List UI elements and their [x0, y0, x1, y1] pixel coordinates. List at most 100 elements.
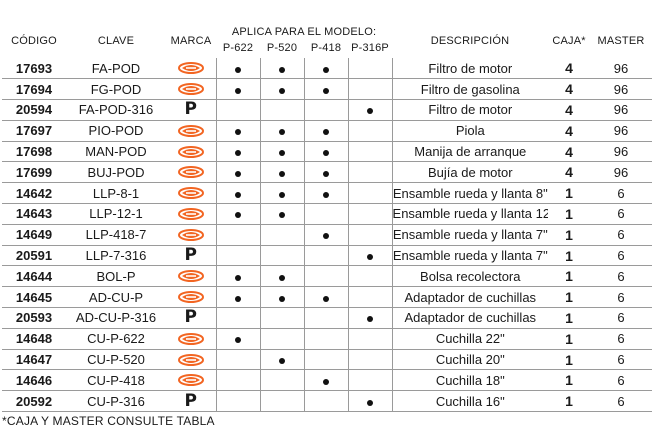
clave-cell: BOL-P [66, 265, 166, 288]
model-cell [347, 245, 393, 267]
bullet-icon [235, 87, 241, 94]
marca-cell [166, 161, 216, 184]
truper-logo-icon [177, 332, 205, 348]
marca-cell [166, 58, 216, 80]
clave-cell: CU-P-520 [66, 349, 166, 371]
model-cell [259, 286, 304, 309]
codigo-cell: 14647 [2, 349, 66, 371]
clave-cell: CU-P-316 [66, 390, 166, 413]
model-cell [259, 182, 304, 205]
bullet-icon [279, 295, 285, 302]
header-marca: MARCA [170, 35, 212, 47]
model-cell [347, 78, 393, 101]
header-aplica: APLICA PARA EL MODELO: [231, 26, 377, 38]
marca-cell: P [166, 99, 216, 121]
bullet-icon [279, 66, 285, 73]
codigo-cell: 20594 [2, 99, 66, 121]
codigo-cell: 14649 [2, 224, 66, 246]
bullet-icon [279, 274, 285, 281]
clave-cell: PIO-POD [66, 120, 166, 142]
descripcion-cell: Adaptador de cuchillas [392, 307, 549, 329]
caja-cell: 1 [548, 390, 591, 413]
table-row: 17697 PIO-POD Piola 4 96 [2, 120, 653, 142]
model-cell [215, 182, 260, 205]
model-cell [303, 390, 348, 413]
descripcion-cell: Adaptador de cuchillas [392, 286, 549, 309]
model-cell [259, 349, 304, 371]
master-cell: 96 [590, 78, 653, 101]
bullet-icon [323, 191, 329, 198]
caja-cell: 4 [548, 99, 591, 121]
model-cell [347, 369, 393, 392]
pretul-logo-icon: P [184, 245, 197, 266]
bullet-icon [279, 150, 285, 157]
marca-cell [166, 349, 216, 371]
master-cell: 6 [590, 307, 653, 329]
clave-cell: LLP-8-1 [66, 182, 166, 205]
codigo-cell: 20591 [2, 245, 66, 267]
descripcion-cell: Cuchilla 20" [392, 349, 549, 371]
model-cell [347, 224, 393, 246]
header-model-p418: P-418 [310, 42, 342, 54]
bullet-icon [323, 170, 329, 177]
model-cell [303, 307, 348, 329]
model-cell [215, 286, 260, 309]
model-cell [215, 307, 260, 329]
caja-cell: 1 [548, 307, 591, 329]
bullet-icon [235, 274, 241, 281]
caja-cell: 1 [548, 286, 591, 309]
header-caja: CAJA* [552, 35, 586, 47]
truper-logo-icon [177, 291, 205, 306]
model-cell [215, 161, 260, 184]
codigo-cell: 17694 [2, 78, 66, 101]
clave-cell: AD-CU-P [66, 286, 166, 309]
model-cell [303, 224, 348, 246]
clave-cell: LLP-7-316 [66, 245, 166, 267]
bullet-icon [235, 191, 241, 198]
descripcion-cell: Filtro de motor [392, 58, 549, 80]
bullet-icon [323, 87, 329, 94]
marca-cell: P [166, 390, 216, 413]
truper-logo-icon [177, 270, 205, 285]
table-row: 14642 LLP-8-1 Ensamble rueda y llanta 8" 1 6 [2, 182, 653, 205]
marca-cell: P [166, 307, 216, 329]
pretul-logo-icon: P [184, 307, 197, 328]
master-cell: 96 [590, 120, 653, 142]
table-row: 17698 MAN-POD Manija de arranque 4 96 [2, 141, 653, 163]
marca-cell [166, 286, 216, 309]
master-cell: 6 [590, 182, 653, 205]
bullet-icon [235, 337, 241, 344]
model-cell [215, 224, 260, 246]
caja-cell: 1 [548, 224, 591, 246]
master-cell: 6 [590, 369, 653, 392]
model-cell [303, 182, 348, 205]
table-row: 14647 CU-P-520 Cuchilla 20" 1 6 [2, 349, 653, 371]
table-row: 20591 LLP-7-316 P Ensamble rueda y llanta 7… [2, 245, 653, 267]
table-body: 17693 FA-POD Filtro de motor 4 96 17694 FG-POD… [2, 58, 653, 413]
marca-cell [166, 182, 216, 205]
model-cell [259, 265, 304, 288]
truper-logo-icon [177, 62, 205, 78]
header-model-p316p: P-316P [351, 42, 389, 54]
caja-cell: 4 [548, 120, 591, 142]
codigo-cell: 14643 [2, 203, 66, 225]
clave-cell: AD-CU-P-316 [66, 307, 166, 329]
codigo-cell: 14646 [2, 369, 66, 392]
bullet-icon [323, 378, 329, 385]
caja-cell: 1 [548, 265, 591, 288]
caja-cell: 1 [548, 328, 591, 350]
bullet-icon [279, 191, 285, 198]
pretul-logo-icon: P [184, 99, 197, 120]
model-cell [303, 161, 348, 184]
caja-cell: 4 [548, 58, 591, 80]
bullet-icon [367, 254, 374, 261]
model-cell [215, 99, 260, 121]
model-cell [347, 328, 393, 350]
table-row: 14643 LLP-12-1 Ensamble rueda y llanta 12"… [2, 203, 653, 225]
model-cell [259, 224, 304, 246]
descripcion-cell: Ensamble rueda y llanta 7" [392, 224, 549, 246]
truper-logo-icon [177, 187, 205, 202]
clave-cell: LLP-12-1 [66, 203, 166, 225]
header-model-p622: P-622 [222, 42, 254, 54]
